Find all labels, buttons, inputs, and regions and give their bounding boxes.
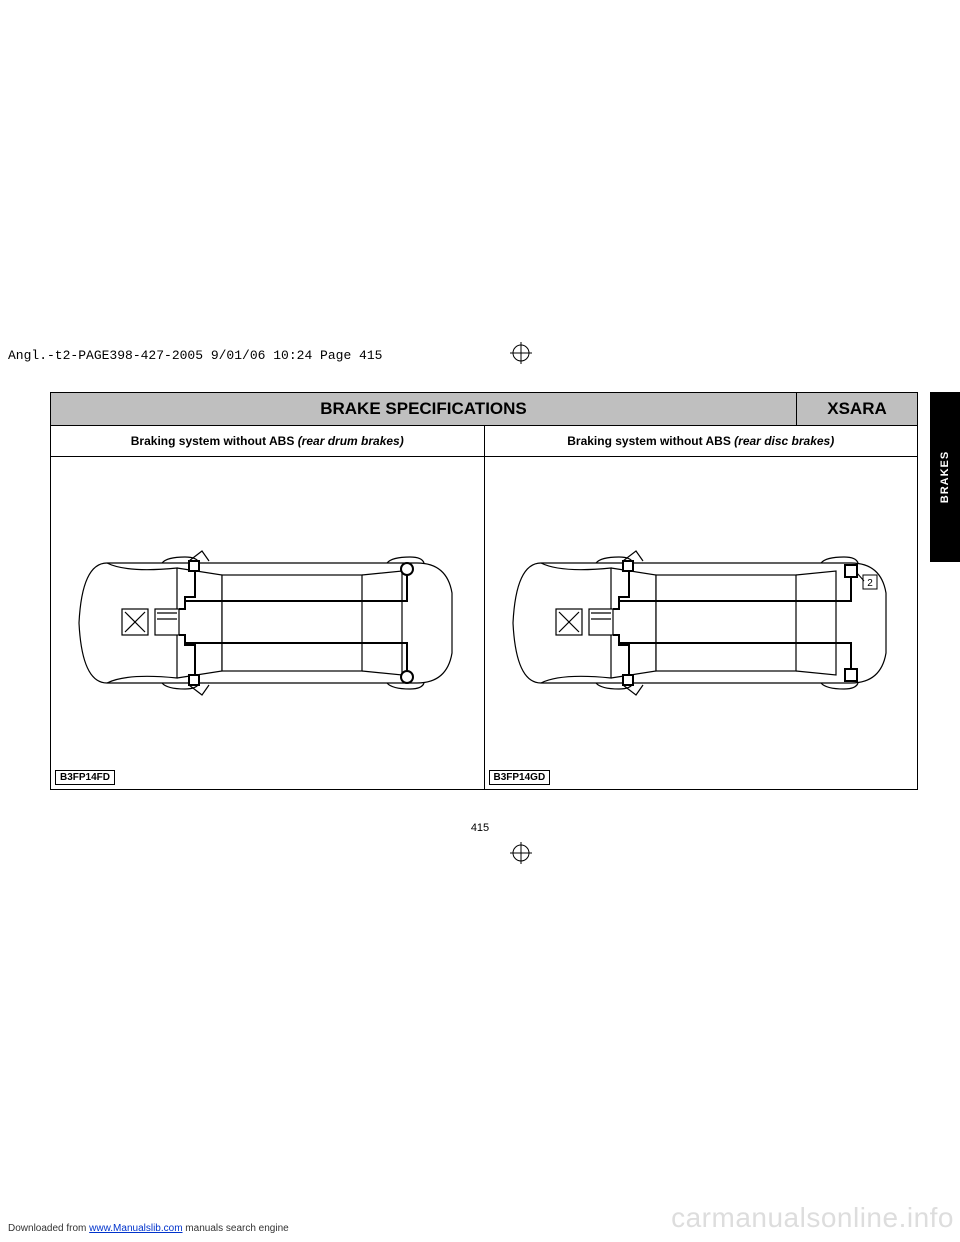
page-number: 415 [0, 822, 960, 834]
car-diagram-drum [67, 513, 467, 733]
footer-suffix: manuals search engine [183, 1223, 289, 1234]
figure-label-1: B3FP14FD [55, 770, 115, 785]
spec-table: BRAKE SPECIFICATIONS XSARA Braking syste… [50, 392, 918, 790]
diagram-row: B3FP14FD [51, 456, 917, 789]
col2-label-italic: (rear disc brakes) [734, 434, 834, 448]
reg-mark-top [510, 342, 532, 364]
footer-link[interactable]: www.Manualslib.com [89, 1223, 182, 1234]
download-footer: Downloaded from www.Manualslib.com manua… [8, 1223, 289, 1234]
table-model: XSARA [797, 393, 917, 425]
watermark: carmanualsonline.info [671, 1202, 954, 1234]
section-tab: BRAKES [930, 392, 960, 562]
col2-label-bold: Braking system without ABS [567, 434, 734, 448]
subhead-row: Braking system without ABS (rear drum br… [51, 425, 917, 456]
print-header: Angl.-t2-PAGE398-427-2005 9/01/06 10:24 … [8, 348, 382, 363]
col1-label-italic: (rear drum brakes) [298, 434, 404, 448]
car-diagram-disc: 2 [501, 513, 901, 733]
col1-label: Braking system without ABS (rear drum br… [51, 425, 485, 456]
reg-mark-bottom [510, 842, 532, 864]
footer-prefix: Downloaded from [8, 1223, 89, 1234]
col1-label-bold: Braking system without ABS [131, 434, 298, 448]
table-title: BRAKE SPECIFICATIONS [51, 393, 797, 425]
figure-label-2: B3FP14GD [489, 770, 551, 785]
diagram-drum: B3FP14FD [51, 457, 485, 789]
callout-2-text: 2 [867, 578, 873, 589]
diagram-disc: 2 B3FP14GD [485, 457, 918, 789]
section-tab-label: BRAKES [939, 451, 951, 503]
title-row: BRAKE SPECIFICATIONS XSARA [51, 393, 917, 425]
col2-label: Braking system without ABS (rear disc br… [485, 425, 918, 456]
